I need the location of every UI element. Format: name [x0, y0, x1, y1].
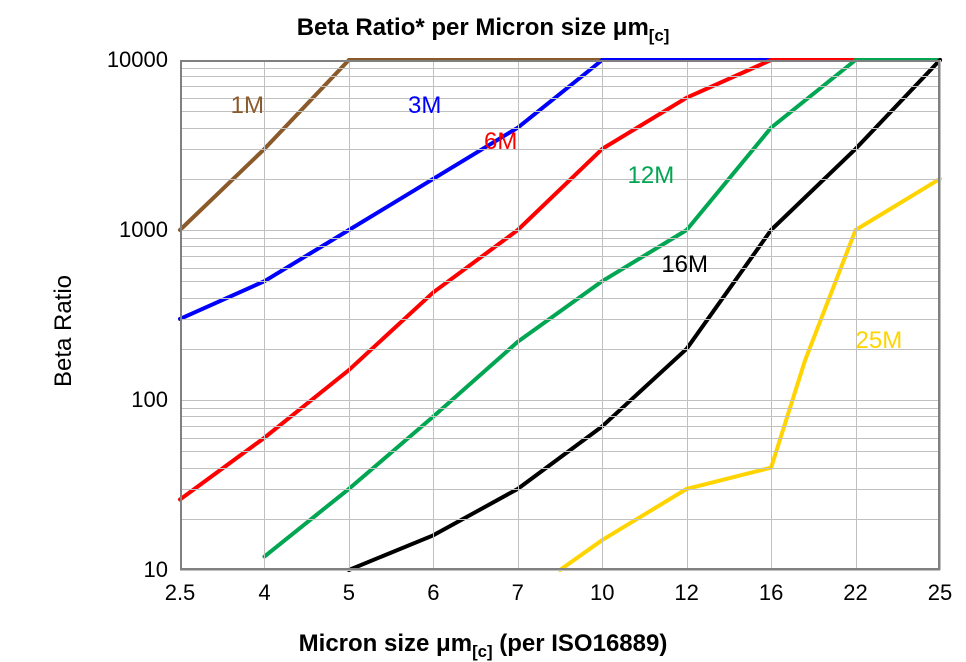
grid-horizontal-minor [180, 76, 940, 77]
x-axis-label-text: Micron size μm[c] (per ISO16889) [299, 630, 668, 657]
x-tick-label: 2.5 [165, 580, 196, 606]
grid-horizontal-minor [180, 489, 940, 490]
grid-horizontal-minor [180, 438, 940, 439]
grid-horizontal [180, 230, 940, 231]
grid-horizontal-minor [180, 426, 940, 427]
x-tick-label: 16 [759, 580, 783, 606]
grid-vertical [180, 60, 181, 570]
y-axis-label: Beta Ratio [50, 275, 78, 387]
series-label-12M: 12M [628, 162, 675, 190]
series-line-16M [349, 60, 940, 570]
series-label-6M: 6M [484, 128, 517, 156]
grid-vertical [518, 60, 519, 570]
grid-horizontal-minor [180, 319, 940, 320]
grid-horizontal-minor [180, 408, 940, 409]
grid-horizontal [180, 400, 940, 401]
grid-horizontal-minor [180, 468, 940, 469]
series-label-16M: 16M [661, 251, 708, 279]
x-tick-label: 22 [843, 580, 867, 606]
series-label-25M: 25M [856, 327, 903, 355]
chart-title-text: Beta Ratio* per Micron size μm[c] [297, 14, 670, 41]
grid-horizontal-minor [180, 98, 940, 99]
grid-horizontal-minor [180, 298, 940, 299]
x-tick-label: 4 [258, 580, 270, 606]
plot-area: 2.545671012162225101001000100001M3M6M12M… [180, 60, 940, 570]
x-tick-label: 6 [427, 580, 439, 606]
grid-horizontal [180, 60, 940, 61]
y-tick-label: 10000 [107, 47, 168, 73]
grid-horizontal-minor [180, 238, 940, 239]
grid-vertical [349, 60, 350, 570]
grid-horizontal [180, 570, 940, 571]
y-tick-label: 10 [144, 557, 168, 583]
grid-horizontal-minor [180, 86, 940, 87]
grid-horizontal-minor [180, 149, 940, 150]
grid-horizontal-minor [180, 349, 940, 350]
grid-horizontal-minor [180, 256, 940, 257]
x-tick-label: 10 [590, 580, 614, 606]
x-tick-label: 12 [674, 580, 698, 606]
grid-vertical [264, 60, 265, 570]
grid-vertical [771, 60, 772, 570]
series-line-6M [180, 60, 940, 499]
chart-lines [180, 60, 940, 570]
grid-horizontal-minor [180, 68, 940, 69]
series-label-1M: 1M [231, 92, 264, 120]
y-tick-label: 1000 [119, 217, 168, 243]
grid-horizontal-minor [180, 268, 940, 269]
grid-horizontal-minor [180, 519, 940, 520]
grid-vertical [940, 60, 941, 570]
y-tick-label: 100 [131, 387, 168, 413]
x-tick-label: 7 [512, 580, 524, 606]
grid-horizontal-minor [180, 179, 940, 180]
grid-vertical [602, 60, 603, 570]
grid-vertical [856, 60, 857, 570]
grid-horizontal-minor [180, 111, 940, 112]
x-tick-label: 5 [343, 580, 355, 606]
chart-title: Beta Ratio* per Micron size μm[c] [0, 14, 966, 46]
grid-horizontal-minor [180, 128, 940, 129]
x-axis-label: Micron size μm[c] (per ISO16889) [0, 630, 966, 662]
grid-horizontal-minor [180, 246, 940, 247]
grid-horizontal-minor [180, 281, 940, 282]
grid-vertical [433, 60, 434, 570]
grid-horizontal-minor [180, 416, 940, 417]
x-tick-label: 25 [928, 580, 952, 606]
grid-horizontal-minor [180, 451, 940, 452]
grid-vertical [687, 60, 688, 570]
series-label-3M: 3M [408, 92, 441, 120]
